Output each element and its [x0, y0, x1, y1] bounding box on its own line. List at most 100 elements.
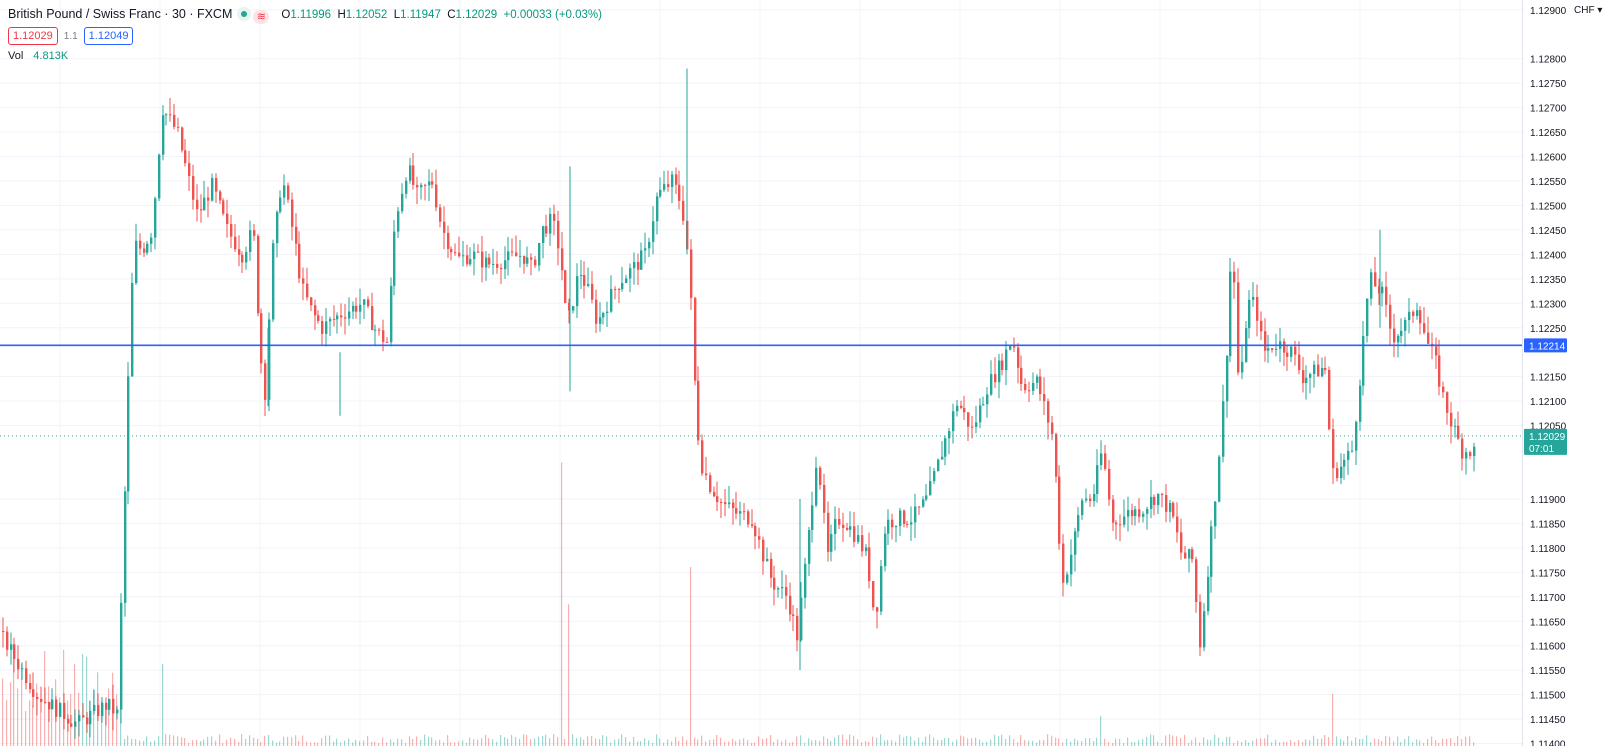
volume-bar [1100, 716, 1102, 746]
volume-bar [1473, 742, 1475, 746]
candle-body [124, 491, 127, 603]
candle-body [154, 198, 157, 238]
candle-body [1271, 348, 1274, 350]
candle-body [511, 251, 514, 253]
volume-bar [1362, 738, 1364, 746]
candle-body [1131, 510, 1134, 517]
volume-bar [758, 736, 760, 746]
volume-bar [526, 735, 528, 746]
candle-body [1343, 459, 1346, 467]
candle-body [732, 502, 735, 509]
volume-bar [849, 734, 851, 746]
volume-bar [686, 740, 688, 746]
volume-bar [146, 736, 148, 746]
candle-body [378, 329, 381, 331]
volume-bar [1305, 739, 1307, 746]
volume-bar [264, 735, 266, 746]
candle-body [1104, 453, 1107, 469]
candle-body [473, 251, 476, 260]
candle-body [599, 317, 602, 324]
candle-body [1161, 493, 1164, 495]
volume-bar [1093, 741, 1095, 746]
volume-bar [219, 734, 221, 746]
trade-buttons: 1.12029 1.1 1.12049 [8, 27, 134, 45]
volume-bar [523, 734, 525, 746]
sell-price-button[interactable]: 1.12029 [8, 27, 58, 45]
candle-body [469, 259, 472, 265]
volume-bar [914, 740, 916, 746]
volume-bar [10, 682, 12, 746]
candle-body [276, 211, 279, 244]
volume-bar [181, 737, 183, 746]
volume-bar [1229, 736, 1231, 746]
candle-body [454, 252, 457, 254]
candle-body [747, 511, 750, 525]
candle-body [823, 484, 826, 513]
candle-body [363, 299, 366, 305]
volume-bar [823, 736, 825, 746]
volume-bar [1214, 734, 1216, 746]
candle-body [1389, 304, 1392, 329]
volume-bar [633, 736, 635, 746]
volume-bar [754, 742, 756, 746]
volume-bar [538, 736, 540, 746]
candle-body [1248, 299, 1251, 329]
currency-menu[interactable]: CHF ▾ [1574, 5, 1603, 16]
candle-body [412, 165, 415, 185]
buy-price-button[interactable]: 1.12049 [83, 27, 134, 45]
volume-bar [1085, 738, 1087, 746]
symbol-title[interactable]: British Pound / Swiss Franc · 30 · FXCM [8, 7, 233, 21]
volume-bar [13, 657, 15, 746]
volume-bar [1283, 741, 1285, 746]
volume-bar [1138, 740, 1140, 746]
last-price-label-bg [1524, 428, 1567, 455]
candle-body [352, 305, 355, 312]
volume-bar [1161, 742, 1163, 746]
candle-body [1180, 532, 1183, 553]
volume-bar [1062, 742, 1064, 746]
volume-bar [1264, 738, 1266, 746]
candle-body [918, 506, 921, 508]
volume-bar [606, 736, 608, 746]
candle-body [405, 180, 408, 194]
volume-bar [82, 653, 84, 746]
candle-body [1043, 394, 1046, 402]
volume-bar [1241, 741, 1243, 746]
volume-bar [1024, 739, 1026, 746]
candle-body [652, 221, 655, 242]
volume-bar [1336, 736, 1338, 746]
candle-body [108, 698, 111, 710]
candle-body [1089, 498, 1092, 502]
candle-body [538, 243, 541, 266]
volume-bar [1169, 734, 1171, 746]
candle-body [496, 263, 499, 268]
candle-body [667, 184, 670, 188]
volume-bar [1108, 742, 1110, 746]
candle-body [637, 261, 640, 270]
volume-bar [618, 738, 620, 746]
wave-icon[interactable]: ≋ [253, 10, 270, 24]
candle-body [435, 184, 438, 208]
volume-bar [1457, 735, 1459, 746]
volume-bar [545, 734, 547, 746]
volume-bar [830, 740, 832, 746]
candle-body [633, 261, 636, 269]
price-tick-label: 1.12350 [1530, 275, 1567, 286]
candle-body [143, 248, 146, 253]
candle-body [925, 495, 928, 500]
candle-body [1188, 549, 1191, 559]
candle-body [1332, 429, 1335, 469]
volume-bar [1055, 737, 1057, 746]
candle-body [705, 473, 708, 476]
candle-body [234, 236, 237, 250]
volume-bar [887, 739, 889, 746]
volume-bar [203, 739, 205, 746]
volume-bar [1256, 738, 1258, 746]
candle-body [74, 721, 77, 727]
candle-body [1256, 296, 1259, 321]
candle-body [306, 283, 309, 298]
volume-bar [713, 739, 715, 746]
candle-body [329, 318, 332, 322]
volume-bar [496, 741, 498, 746]
